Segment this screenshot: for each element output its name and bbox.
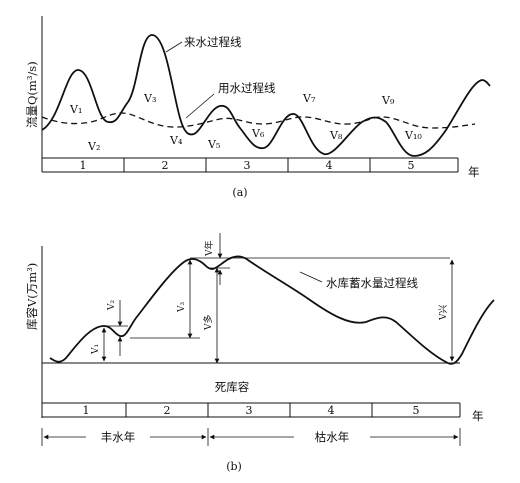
panel-a-year-label: 5	[408, 159, 415, 172]
panel-a-v7-label: V₇	[302, 92, 316, 105]
v-many-label: V多	[202, 315, 214, 332]
panel-a-v8-label: V₈	[329, 129, 343, 142]
dry-years-label: 枯水年	[315, 430, 350, 444]
v2-label: V₂	[107, 300, 117, 311]
panel-b-year-label: 4	[328, 404, 335, 417]
demand-leader	[185, 93, 215, 119]
v-year-label: V年	[203, 241, 215, 258]
panel-b: 1 2 3 4 5 年 库容V(万m³) V年 V多 V₃ V₂ V₁ V兴	[25, 233, 495, 473]
inflow-curve-label: 来水过程线	[184, 35, 242, 49]
panel-a-y-axis-label: 流量Q(m³/s)	[25, 61, 39, 128]
panel-b-caption: (b)	[226, 460, 242, 473]
panel-b-year-label: 2	[164, 404, 171, 417]
panel-a-v1-label: V₁	[69, 103, 82, 116]
panel-b-year-label: 1	[83, 404, 90, 417]
panel-a-year-label: 1	[80, 159, 87, 172]
v1-label: V₁	[91, 344, 101, 355]
v3-label: V₃	[177, 302, 187, 313]
panel-b-y-axis-label: 库容V(万m³)	[25, 263, 39, 330]
inflow-leader	[165, 41, 183, 53]
panel-a-year-label: 4	[326, 159, 333, 172]
storage-curve-label: 水库蓄水量过程线	[326, 276, 418, 290]
panel-a-v5-label: V₅	[207, 138, 220, 151]
storage-curve	[49, 255, 495, 365]
panel-b-year-unit: 年	[472, 409, 484, 423]
panel-b-year-label: 3	[246, 404, 253, 417]
panel-a-v3-label: V₃	[143, 92, 156, 105]
wet-years-label: 丰水年	[101, 430, 136, 444]
panel-a-v2-label: V₂	[87, 140, 100, 153]
panel-a-caption: (a)	[232, 186, 247, 199]
panel-a-v6-label: V₆	[251, 127, 265, 140]
panel-a-v4-label: V₄	[169, 134, 183, 147]
demand-curve	[41, 112, 476, 129]
panel-b-year-label: 5	[413, 404, 420, 417]
panel-a-v9-label: V₉	[381, 94, 395, 107]
dead-storage-label: 死库容	[215, 380, 250, 394]
panel-a: 1 2 3 4 5 年 流量Q(m³/s) V₁ V₂ V₃ V₄ V₅ V₆ …	[25, 16, 491, 199]
panel-a-year-unit: 年	[468, 165, 480, 179]
demand-curve-label: 用水过程线	[218, 81, 276, 95]
panel-a-v10-label: V₁₀	[404, 129, 422, 142]
panel-a-year-label: 2	[162, 159, 169, 172]
v-useful-label: V兴	[438, 305, 449, 322]
storage-leader	[299, 271, 323, 283]
inflow-curve	[41, 34, 491, 157]
panel-a-year-label: 3	[244, 159, 251, 172]
